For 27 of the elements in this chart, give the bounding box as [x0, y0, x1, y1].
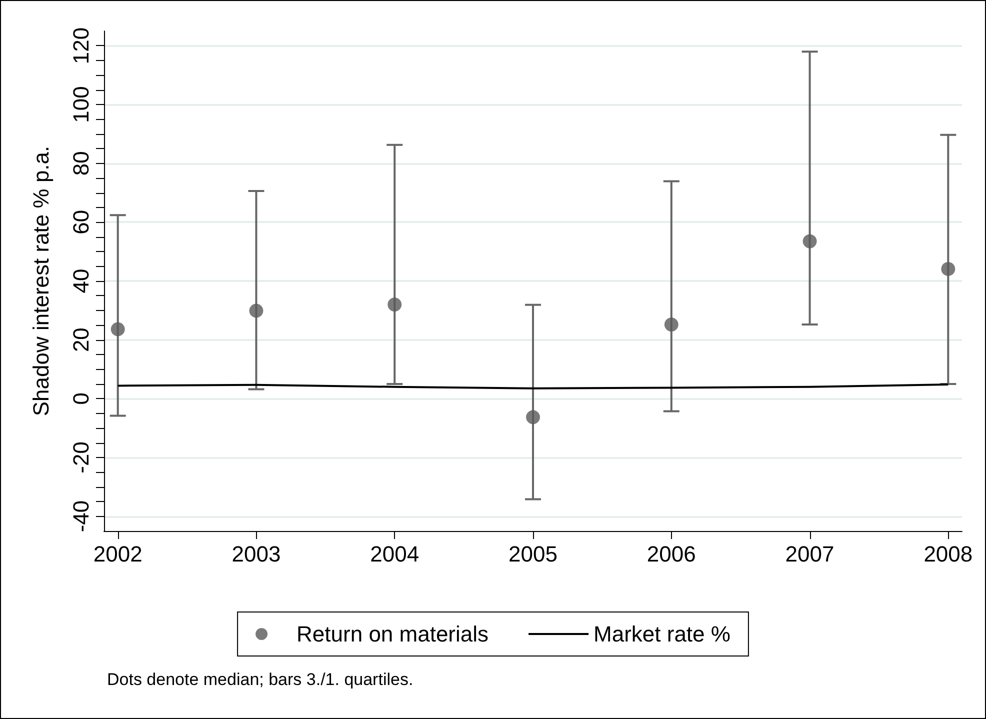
y-axis-title: Shadow interest rate % p.a. [28, 146, 54, 416]
x-tick-label: 2006 [646, 542, 696, 566]
point [802, 234, 817, 248]
point [388, 298, 402, 312]
text: Dots denote median; bars 3./1. quartiles. [107, 670, 414, 689]
y-tick-label: -40 [68, 500, 94, 532]
x-tick-label: 2003 [232, 542, 281, 566]
legend-label: Market rate % [594, 622, 730, 646]
point [249, 304, 264, 318]
x-tick-label: 2004 [370, 542, 420, 566]
y-tick-label: 100 [68, 86, 94, 123]
x-tick-label: 2007 [785, 542, 834, 566]
y-tick-label: 0 [68, 392, 94, 405]
x-tick-label: 2008 [924, 542, 973, 566]
y-tick-label: 20 [68, 328, 94, 352]
y-tick-label: 60 [68, 210, 94, 234]
point [664, 318, 678, 332]
legend-label: Return on materials [296, 622, 489, 646]
y-tick-label: 40 [68, 268, 94, 294]
y-tick-label: -20 [68, 442, 94, 474]
y-tick-label: 120 [68, 27, 94, 64]
point [110, 322, 125, 336]
point [526, 410, 540, 424]
x-tick-label: 2005 [508, 542, 558, 566]
point [941, 262, 956, 276]
y-tick-label: 80 [68, 151, 94, 176]
x-tick-label: 2002 [93, 542, 142, 566]
